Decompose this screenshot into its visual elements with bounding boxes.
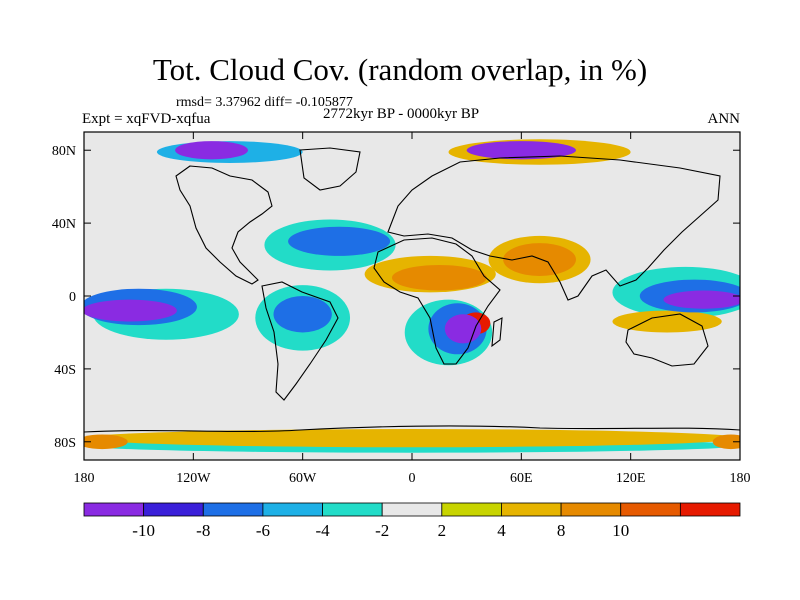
- anomaly-region: [175, 141, 248, 160]
- colorbar-swatch: [202, 502, 264, 517]
- colorbar-label: -2: [375, 521, 389, 540]
- colorbar-label: 8: [557, 521, 566, 540]
- coast-africa: [373, 237, 501, 365]
- anomaly-region: [712, 434, 740, 450]
- colorbar-label: -4: [315, 521, 330, 540]
- coast-eurasia: [387, 155, 721, 301]
- coast-north-america: [175, 165, 273, 285]
- colorbar-swatch: [83, 502, 145, 517]
- colorbar: -10 -8 -6 -4 -2 2 4 8 10: [83, 502, 741, 540]
- anomaly-region: [273, 296, 332, 333]
- anomaly-region: [503, 243, 576, 276]
- lon-tick-label: 120E: [616, 471, 646, 486]
- colorbar-swatch: [501, 502, 562, 517]
- colorbar-label: -10: [132, 521, 155, 540]
- coast-antarctica: [84, 425, 740, 433]
- colorbar-swatch: [262, 502, 323, 517]
- lon-tick-label: 0: [409, 471, 416, 486]
- lat-axis: 80N 40N 0 40S 80S: [52, 144, 740, 451]
- anomaly-region: [84, 299, 177, 322]
- lat-tick-label: 0: [69, 290, 76, 305]
- colorbar-label: 4: [497, 521, 506, 540]
- lat-tick-label: 80S: [54, 436, 76, 451]
- coastlines: [84, 147, 740, 433]
- anomaly-region: [466, 141, 576, 160]
- colorbar-label: -8: [196, 521, 210, 540]
- lon-tick-label: 120W: [176, 471, 211, 486]
- colorbar-swatch: [441, 502, 502, 517]
- colorbar-label: -6: [256, 521, 270, 540]
- anomaly-region: [84, 429, 740, 448]
- anomaly-region: [663, 290, 740, 309]
- colorbar-swatch: [381, 502, 443, 517]
- lat-tick-label: 40S: [54, 363, 76, 378]
- lon-axis: 180 120W 60W 0 60E 120E 180: [74, 132, 751, 486]
- coast-greenland: [299, 147, 361, 191]
- season-label: ANN: [707, 111, 741, 127]
- coast-australia: [625, 313, 709, 367]
- anomaly-region: [84, 434, 128, 450]
- colorbar-swatch: [560, 502, 622, 517]
- lat-tick-label: 80N: [52, 144, 76, 159]
- experiment-label: Expt = xqFVD-xqfua: [82, 111, 211, 127]
- lat-tick-label: 40N: [52, 217, 76, 232]
- lon-tick-label: 180: [730, 471, 751, 486]
- map-title: Tot. Cloud Cov. (random overlap, in %): [152, 52, 648, 87]
- anomaly-region: [612, 310, 722, 333]
- anomaly-region: [444, 314, 482, 344]
- lon-tick-label: 180: [74, 471, 95, 486]
- coast-madagascar: [491, 317, 503, 348]
- anomaly-region: [391, 265, 487, 291]
- colorbar-label: 10: [612, 521, 629, 540]
- colorbar-swatch: [679, 502, 741, 517]
- coast-south-america: [261, 281, 339, 401]
- anomaly-region: [288, 226, 391, 256]
- colorbar-swatch: [143, 502, 204, 517]
- lon-tick-label: 60W: [289, 471, 317, 486]
- lon-tick-label: 60E: [510, 471, 533, 486]
- colorbar-swatch: [620, 502, 681, 517]
- colorbar-swatch: [322, 502, 383, 517]
- colorbar-label: 2: [438, 521, 447, 540]
- period-label: 2772kyr BP - 0000kyr BP: [323, 106, 480, 122]
- stats-text: rmsd= 3.37962 diff= -0.105877: [176, 95, 353, 110]
